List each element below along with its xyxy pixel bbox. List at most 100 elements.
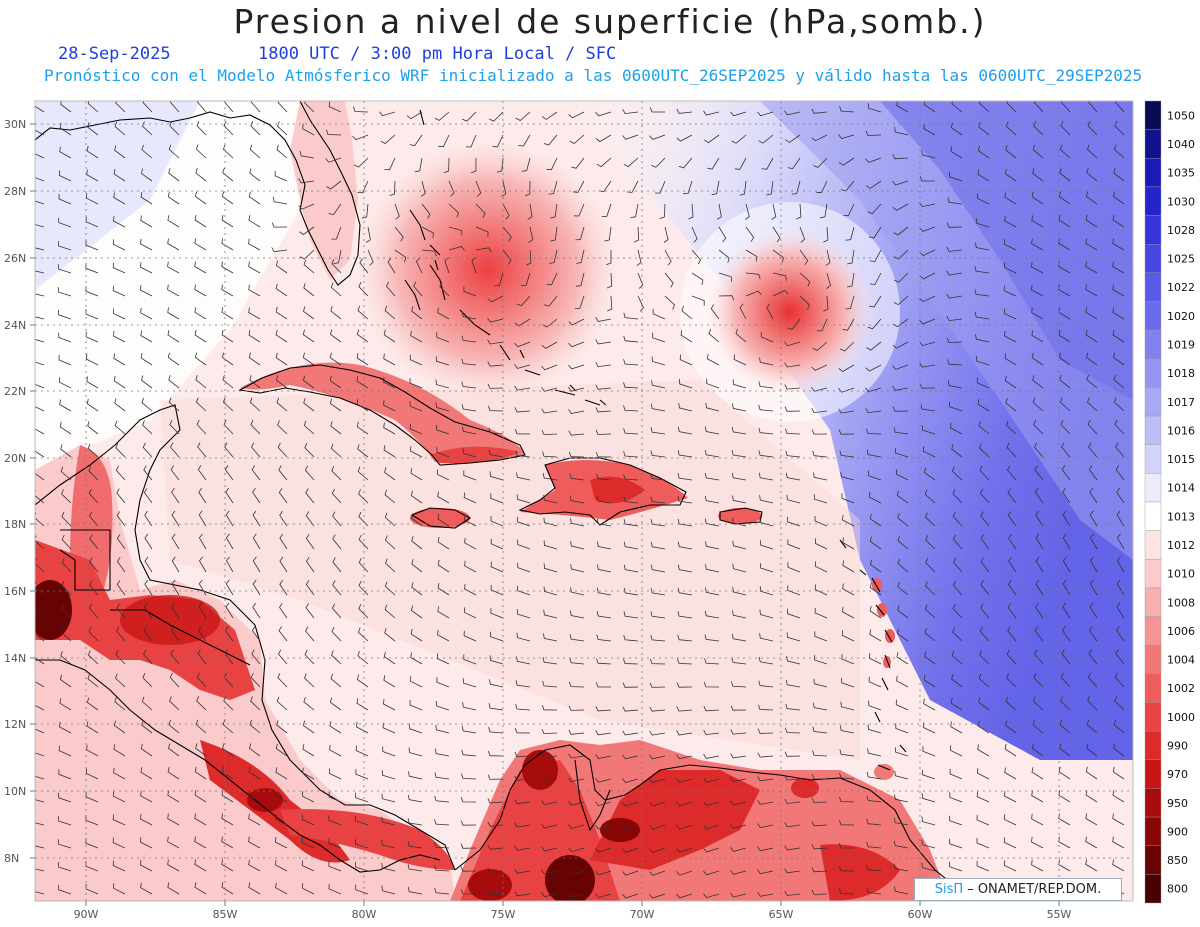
wind-barb xyxy=(514,318,531,327)
wind-barb xyxy=(298,226,315,235)
wind-barb xyxy=(541,846,558,852)
wind-barb xyxy=(514,891,531,897)
wind-barb xyxy=(819,203,828,219)
wind-barb xyxy=(922,769,936,780)
wind-barb xyxy=(326,180,342,190)
wind-barb xyxy=(604,226,612,242)
wind-barb xyxy=(140,743,153,757)
wind-barb xyxy=(332,511,342,527)
wind-barb xyxy=(541,408,558,414)
wind-barb xyxy=(1005,420,1017,435)
wind-barb xyxy=(1003,837,1017,849)
wind-barb xyxy=(223,672,234,688)
wind-barb xyxy=(949,171,963,182)
wind-barb xyxy=(434,819,450,826)
wind-barb xyxy=(596,611,612,619)
wind-barb xyxy=(437,559,450,573)
wind-barb xyxy=(59,674,72,688)
wind-barb xyxy=(358,282,369,297)
wind-barb xyxy=(784,134,801,143)
wind-barb xyxy=(1008,579,1017,596)
wind-barb xyxy=(116,626,126,642)
wind-barb xyxy=(1113,743,1125,757)
wind-barb xyxy=(58,170,72,182)
wind-barb xyxy=(463,630,477,642)
colorbar-swatch xyxy=(1144,244,1162,274)
wind-barb xyxy=(387,257,396,274)
wind-barb xyxy=(823,295,829,312)
wind-barb xyxy=(114,420,126,435)
wind-barb xyxy=(919,318,936,325)
wind-barb xyxy=(866,428,882,435)
wind-barb xyxy=(518,134,531,147)
wind-barb xyxy=(35,270,45,274)
wind-barb xyxy=(357,444,369,458)
wind-barb xyxy=(650,611,666,619)
wind-barb xyxy=(330,673,342,688)
wind-barb xyxy=(550,203,558,219)
wind-barb xyxy=(919,226,936,232)
wind-barb xyxy=(568,729,585,735)
wind-barb xyxy=(434,748,450,757)
wind-barb xyxy=(896,652,909,665)
wind-barb xyxy=(35,224,45,228)
wind-barb xyxy=(946,337,963,344)
wind-barb xyxy=(249,168,261,182)
wind-barb xyxy=(896,101,909,113)
wind-barb xyxy=(250,420,261,435)
wind-barb xyxy=(730,800,747,806)
wind-barb xyxy=(354,815,369,826)
wind-barb xyxy=(114,121,126,136)
wind-barb xyxy=(35,200,45,205)
wind-barb xyxy=(514,428,531,435)
wind-barb xyxy=(407,864,423,872)
wind-barb xyxy=(919,341,936,347)
wind-barb xyxy=(739,303,747,320)
wind-barb xyxy=(568,847,585,853)
colorbar-swatch xyxy=(1144,473,1162,503)
colorbar-label: 1008 xyxy=(1167,596,1195,609)
wind-barb xyxy=(356,329,369,343)
lat-label: 16N xyxy=(4,585,26,598)
wind-barb xyxy=(407,818,423,826)
wind-barb xyxy=(784,775,801,781)
wind-barb xyxy=(167,836,180,849)
wind-barb xyxy=(622,682,639,688)
wind-barb xyxy=(415,257,423,274)
wind-barb xyxy=(1031,813,1044,826)
wind-barb xyxy=(490,493,504,504)
wind-barb xyxy=(517,516,531,527)
wind-barb xyxy=(358,557,369,573)
wind-barb xyxy=(1086,352,1098,366)
wind-barb xyxy=(596,634,612,642)
wind-barb xyxy=(811,386,828,392)
wind-barb xyxy=(570,518,585,527)
wind-barb xyxy=(676,778,693,783)
wind-barb xyxy=(649,706,666,712)
wind-barb xyxy=(683,180,693,195)
wind-barb xyxy=(919,272,936,280)
colorbar-swatch xyxy=(1144,788,1162,818)
wind-barb xyxy=(730,729,747,735)
wind-barb xyxy=(139,262,153,274)
wind-barb xyxy=(950,122,963,136)
wind-barb xyxy=(650,496,666,504)
wind-barb xyxy=(303,259,315,274)
wind-barb xyxy=(330,329,342,343)
wind-barb xyxy=(1088,465,1098,481)
wind-barb xyxy=(730,777,747,782)
wind-barb xyxy=(636,249,642,266)
wind-barb xyxy=(408,747,423,757)
wind-barb xyxy=(305,511,315,527)
wind-barb xyxy=(487,867,504,873)
wind-barb xyxy=(1085,284,1098,297)
wind-barb xyxy=(35,105,45,113)
wind-barb xyxy=(199,556,207,573)
wind-barb xyxy=(847,272,855,288)
wind-barb xyxy=(437,307,450,320)
wind-barb xyxy=(978,673,990,688)
wind-barb xyxy=(1058,215,1071,228)
wind-barb xyxy=(568,681,585,688)
wind-barb xyxy=(61,580,72,596)
wind-barb xyxy=(950,697,963,711)
